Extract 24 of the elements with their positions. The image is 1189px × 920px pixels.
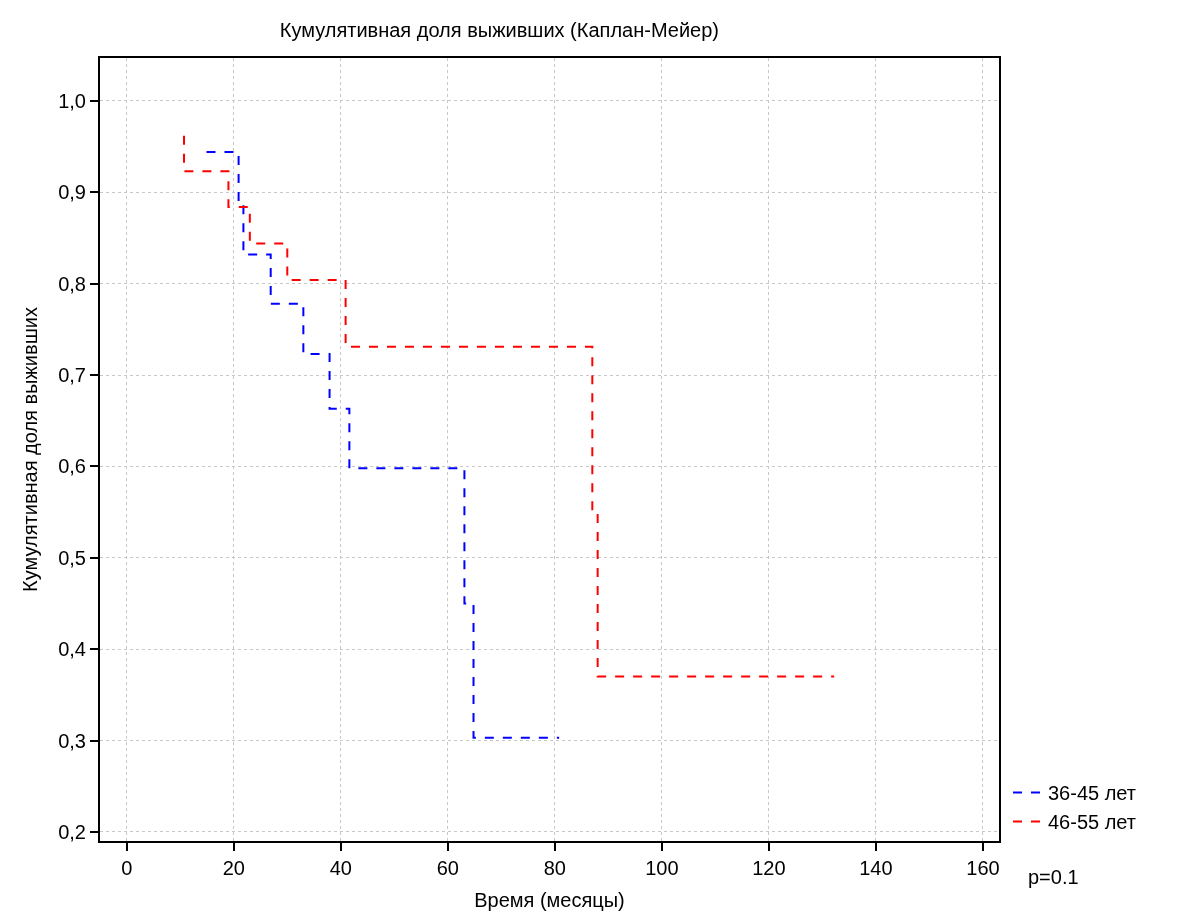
y-axis-title: Кумулятивная доля выживших [19,307,42,592]
legend-label: 36-45 лет [1047,782,1136,805]
x-tick-label: 160 [966,857,1000,879]
x-tick-label: 120 [752,857,786,879]
x-tick-label: 60 [436,857,459,879]
x-axis-title: Время (месяцы) [474,889,625,911]
text: p=0.1 [1028,866,1079,888]
x-tick-label: 80 [543,857,566,879]
y-tick-label: 0,7 [58,364,86,387]
y-tick-label: 0,6 [58,455,86,478]
x-tick-label: 20 [222,857,245,879]
x-tick-label: 40 [329,857,352,879]
x-tick-label: 100 [645,857,679,879]
y-tick-label: 0,4 [58,638,86,661]
y-tick-label: 0,5 [58,546,86,569]
y-tick-label: 0,2 [58,820,86,843]
x-tick-label: 0 [121,857,133,879]
y-tick-label: 0,9 [58,181,86,204]
chart-title: Кумулятивная доля выживших (Каплан-Мейер) [279,19,719,41]
y-tick-label: 1,0 [58,89,86,112]
x-tick-label: 140 [859,857,893,879]
y-tick-label: 0,3 [58,729,86,752]
legend-label: 46-55 лет [1047,811,1136,834]
y-tick-label: 0,8 [58,272,86,295]
